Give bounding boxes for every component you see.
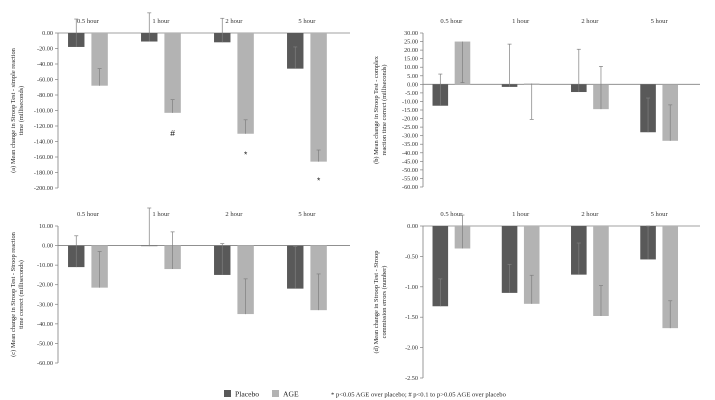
bar-age (593, 226, 609, 316)
y-tick-label: -180.00 (34, 170, 53, 177)
category-label: 0.5 hour (440, 18, 463, 25)
y-tick-label: -20.00 (402, 116, 418, 123)
bar-placebo (432, 226, 449, 307)
category-label: 2 hour (581, 211, 599, 218)
y-axis-title: (a) Mean change in Stroop Test - simple … (10, 47, 17, 173)
legend-swatch-age (272, 390, 279, 397)
category-label: 0.5 hour (77, 18, 100, 25)
y-tick-label: -100.00 (34, 108, 53, 115)
chart-panels: 0.00 -20.00 -40.00 -60.00 -80.00 -100.00 -120.… (10, 12, 700, 382)
chart-panel-c: 10.00 0.00 -10.00 -20.00 -30.00 -40.00 -50.00 -… (10, 207, 350, 367)
category-label: 1 hour (152, 211, 170, 218)
y-tick-label: -50.00 (37, 340, 53, 347)
y-tick-label: 10.00 (39, 223, 53, 230)
y-tick-label: -60.00 (37, 360, 53, 367)
y-tick-label: -30.00 (37, 301, 53, 308)
category-label: 5 hour (298, 211, 316, 218)
y-tick-label: 30.00 (404, 30, 418, 37)
category-label: 1 hour (512, 18, 530, 25)
y-tick-label: -200.00 (34, 185, 53, 192)
y-tick-label: -25.00 (402, 124, 418, 131)
y-tick-label: 0.00 (407, 223, 418, 230)
legend-label-age: AGE (283, 390, 299, 399)
y-tick-label: -55.00 (402, 175, 418, 182)
y-tick-label: 10.00 (404, 64, 418, 71)
y-tick-label: -60.00 (402, 184, 418, 191)
y-axis-title: commission errors (number) (381, 266, 388, 339)
category-label: 0.5 hour (440, 211, 463, 218)
y-tick-label: -20.00 (37, 46, 53, 53)
category-label: 5 hour (298, 18, 316, 25)
y-axis-title: (d) Mean change in Stroop Test - Stroop (373, 251, 380, 354)
bar-age (237, 33, 254, 134)
y-axis-title: time (milliseconds) (18, 86, 25, 136)
legend-label-placebo: Placebo (235, 390, 259, 399)
y-tick-label: 0.00 (407, 81, 418, 88)
bar-age (91, 33, 108, 86)
bar-age (662, 226, 679, 329)
y-tick-label: -45.00 (402, 158, 418, 165)
legend-swatch-placebo (224, 390, 231, 397)
y-axis-title: reaction time correct (milliseconds) (381, 64, 388, 155)
significance-marker: * (244, 150, 248, 160)
y-tick-label: -60.00 (37, 77, 53, 84)
y-tick-label: -20.00 (37, 282, 53, 289)
y-tick-label: 25.00 (404, 39, 418, 46)
y-tick-label: -50.00 (402, 167, 418, 174)
y-axis-title: time correct (milliseconds) (18, 260, 25, 329)
chart-panel-b: 30.0025.0020.0015.0010.005.000.00-5.00-1… (373, 18, 700, 191)
y-tick-label: -140.00 (34, 139, 53, 146)
y-tick-label: -120.00 (34, 123, 53, 130)
significance-note: * p<0.05 AGE over placebo; # p<0.1 to p>… (331, 392, 507, 399)
y-axis-title: (b) Mean change in Stroop Test - complex (373, 55, 380, 164)
bar-placebo (501, 226, 518, 293)
bar-age (164, 33, 181, 113)
bar-age (310, 33, 327, 162)
y-tick-label: -160.00 (34, 154, 53, 161)
y-tick-label: -80.00 (37, 92, 53, 99)
category-label: 2 hour (225, 18, 243, 25)
y-axis-title: (c) Mean change in Stroop Test - Stroop … (10, 231, 17, 357)
y-tick-label: -2.00 (405, 345, 418, 352)
category-label: 2 hour (581, 18, 599, 25)
y-tick-label: 15.00 (404, 56, 418, 63)
y-tick-label: -1.50 (405, 314, 418, 321)
y-tick-label: 0.00 (42, 30, 53, 37)
category-label: 1 hour (152, 18, 170, 25)
chart-panel-d: 0.00 -0.50 -1.00 -1.50 -2.00 -2.50 0.5 hour 1 h… (373, 211, 700, 382)
y-tick-label: -40.00 (37, 61, 53, 68)
y-tick-label: 0.00 (42, 243, 53, 250)
y-tick-label: -10.00 (37, 262, 53, 269)
legend: Placebo AGE * p<0.05 AGE over placebo; #… (224, 390, 507, 399)
y-tick-label: -30.00 (402, 133, 418, 140)
category-label: 2 hour (225, 211, 243, 218)
chart-panel-a: 0.00 -20.00 -40.00 -60.00 -80.00 -100.00 -120.… (10, 12, 350, 192)
y-tick-label: 5.00 (407, 73, 418, 80)
y-tick-label: -0.50 (405, 253, 418, 260)
y-tick-label: -40.00 (402, 150, 418, 157)
bar-age (523, 226, 540, 304)
y-tick-label: -40.00 (37, 321, 53, 328)
significance-marker: # (170, 128, 175, 138)
category-label: 0.5 hour (77, 211, 100, 218)
y-tick-label: -1.00 (405, 284, 418, 291)
y-tick-label: -2.50 (405, 375, 418, 382)
y-tick-label: -5.00 (405, 90, 418, 97)
category-label: 1 hour (512, 211, 530, 218)
y-tick-label: -15.00 (402, 107, 418, 114)
y-tick-label: -10.00 (402, 98, 418, 105)
y-tick-label: -35.00 (402, 141, 418, 148)
category-label: 5 hour (651, 18, 669, 25)
significance-marker: * (317, 175, 321, 185)
category-label: 5 hour (651, 211, 669, 218)
y-tick-label: 20.00 (404, 47, 418, 54)
